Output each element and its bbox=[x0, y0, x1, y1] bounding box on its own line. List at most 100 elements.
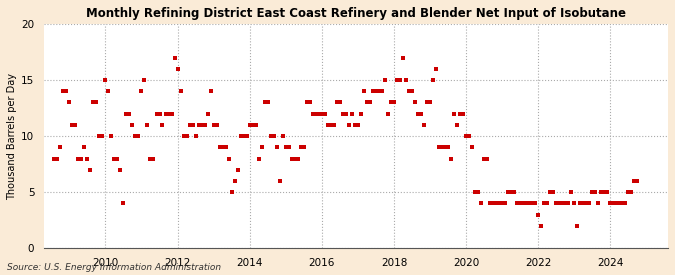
Point bbox=[431, 67, 441, 71]
Point bbox=[617, 201, 628, 206]
Point bbox=[518, 201, 529, 206]
Point bbox=[488, 201, 499, 206]
Point bbox=[163, 111, 174, 116]
Point bbox=[175, 89, 186, 94]
Point bbox=[466, 145, 477, 150]
Point bbox=[395, 78, 406, 82]
Point bbox=[91, 100, 102, 105]
Point bbox=[599, 190, 610, 194]
Point bbox=[352, 123, 363, 127]
Point bbox=[548, 190, 559, 194]
Point bbox=[596, 190, 607, 194]
Point bbox=[623, 190, 634, 194]
Point bbox=[392, 78, 402, 82]
Point bbox=[244, 123, 255, 127]
Point bbox=[497, 201, 508, 206]
Point bbox=[265, 134, 276, 138]
Point bbox=[536, 224, 547, 228]
Point bbox=[280, 145, 291, 150]
Point bbox=[193, 123, 204, 127]
Point bbox=[629, 179, 640, 183]
Point bbox=[458, 111, 468, 116]
Point bbox=[310, 111, 321, 116]
Point bbox=[133, 134, 144, 138]
Point bbox=[166, 111, 177, 116]
Point bbox=[52, 156, 63, 161]
Point bbox=[350, 123, 360, 127]
Point bbox=[340, 111, 351, 116]
Point bbox=[377, 89, 387, 94]
Point bbox=[169, 55, 180, 60]
Point bbox=[367, 89, 378, 94]
Point bbox=[512, 201, 522, 206]
Point bbox=[226, 190, 237, 194]
Point bbox=[76, 156, 87, 161]
Point bbox=[439, 145, 450, 150]
Point bbox=[67, 123, 78, 127]
Point bbox=[602, 190, 613, 194]
Point bbox=[346, 111, 357, 116]
Point bbox=[263, 100, 273, 105]
Point bbox=[506, 190, 516, 194]
Point bbox=[331, 100, 342, 105]
Point bbox=[563, 201, 574, 206]
Point bbox=[187, 123, 198, 127]
Point bbox=[362, 100, 373, 105]
Point bbox=[554, 201, 565, 206]
Point bbox=[449, 111, 460, 116]
Point bbox=[184, 123, 195, 127]
Point bbox=[338, 111, 348, 116]
Y-axis label: Thousand Barrels per Day: Thousand Barrels per Day bbox=[7, 73, 17, 200]
Point bbox=[539, 201, 549, 206]
Point bbox=[572, 224, 583, 228]
Point bbox=[232, 167, 243, 172]
Point bbox=[398, 55, 408, 60]
Point bbox=[593, 201, 603, 206]
Point bbox=[214, 145, 225, 150]
Point bbox=[364, 100, 375, 105]
Point bbox=[455, 111, 466, 116]
Point bbox=[521, 201, 532, 206]
Point bbox=[482, 156, 493, 161]
Point bbox=[181, 134, 192, 138]
Point bbox=[416, 111, 427, 116]
Title: Monthly Refining District East Coast Refinery and Blender Net Input of Isobutane: Monthly Refining District East Coast Ref… bbox=[86, 7, 626, 20]
Point bbox=[271, 145, 282, 150]
Point bbox=[344, 123, 354, 127]
Point bbox=[256, 145, 267, 150]
Point bbox=[274, 179, 285, 183]
Point bbox=[509, 190, 520, 194]
Point bbox=[298, 145, 309, 150]
Point bbox=[202, 111, 213, 116]
Point bbox=[575, 201, 586, 206]
Point bbox=[542, 201, 553, 206]
Point bbox=[358, 89, 369, 94]
Point bbox=[296, 145, 306, 150]
Point bbox=[460, 134, 471, 138]
Point bbox=[317, 111, 327, 116]
Point bbox=[106, 134, 117, 138]
Point bbox=[476, 201, 487, 206]
Point bbox=[605, 201, 616, 206]
Point bbox=[292, 156, 303, 161]
Point bbox=[82, 156, 92, 161]
Point bbox=[464, 134, 475, 138]
Point bbox=[491, 201, 502, 206]
Point bbox=[427, 78, 438, 82]
Point bbox=[55, 145, 65, 150]
Point bbox=[443, 145, 454, 150]
Point bbox=[250, 123, 261, 127]
Point bbox=[139, 78, 150, 82]
Point bbox=[70, 123, 81, 127]
Point bbox=[551, 201, 562, 206]
Point bbox=[323, 123, 333, 127]
Point bbox=[524, 201, 535, 206]
Point bbox=[136, 89, 147, 94]
Point bbox=[379, 78, 390, 82]
Point bbox=[515, 201, 526, 206]
Point bbox=[100, 78, 111, 82]
Point bbox=[406, 89, 417, 94]
Point bbox=[208, 123, 219, 127]
Point bbox=[130, 134, 141, 138]
Point bbox=[190, 134, 201, 138]
